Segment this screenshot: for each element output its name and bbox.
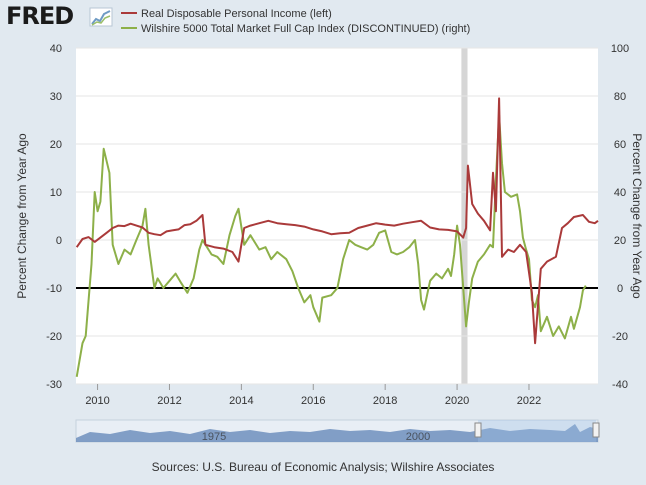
right-series-line bbox=[75, 114, 587, 377]
right-tick-label: -40 bbox=[612, 379, 628, 391]
fred-logo: FRED bbox=[6, 2, 113, 30]
right-tick-label: -20 bbox=[612, 331, 628, 343]
right-axis-title: Percent Change from Year Ago bbox=[630, 133, 644, 299]
left-tick-label: 10 bbox=[50, 187, 62, 199]
navigator-label-1975: 1975 bbox=[202, 431, 226, 443]
navigator-selection[interactable] bbox=[478, 420, 596, 442]
plot-area bbox=[76, 48, 598, 384]
right-tick-label: 20 bbox=[614, 235, 626, 247]
navigator-area bbox=[76, 424, 598, 442]
right-tick-label: 40 bbox=[614, 187, 626, 199]
left-tick-label: -30 bbox=[46, 379, 62, 391]
x-tick-label: 2018 bbox=[373, 395, 397, 407]
right-tick-label: 60 bbox=[614, 139, 626, 151]
right-tick-label: 0 bbox=[617, 283, 623, 295]
left-series-line bbox=[75, 97, 599, 345]
right-tick-label: 100 bbox=[611, 43, 629, 55]
fred-logo-text: FRED bbox=[6, 2, 73, 30]
left-tick-label: 0 bbox=[56, 235, 62, 247]
navigator-handle-left[interactable] bbox=[474, 422, 482, 438]
legend-item-left-series[interactable]: Real Disposable Personal Income (left) bbox=[121, 7, 332, 21]
navigator-handle-right[interactable] bbox=[592, 422, 600, 438]
source-note: Sources: U.S. Bureau of Economic Analysi… bbox=[151, 460, 495, 474]
x-tick-label: 2016 bbox=[301, 395, 325, 407]
right-tick-label: 80 bbox=[614, 91, 626, 103]
left-axis-title: Percent Change from Year Ago bbox=[15, 133, 29, 299]
fred-logo-graph-icon bbox=[89, 7, 113, 27]
legend-label-left-series: Real Disposable Personal Income (left) bbox=[141, 8, 332, 20]
left-tick-label: -10 bbox=[46, 283, 62, 295]
x-tick-label: 2022 bbox=[517, 395, 541, 407]
x-tick-label: 2020 bbox=[445, 395, 469, 407]
left-tick-label: 20 bbox=[50, 139, 62, 151]
legend-item-right-series[interactable]: Wilshire 5000 Total Market Full Cap Inde… bbox=[121, 22, 470, 36]
legend-label-right-series: Wilshire 5000 Total Market Full Cap Inde… bbox=[141, 23, 471, 35]
x-tick-label: 2012 bbox=[157, 395, 181, 407]
left-tick-label: 30 bbox=[50, 91, 62, 103]
left-tick-label: -20 bbox=[46, 331, 62, 343]
legend-swatch-left-series bbox=[121, 12, 137, 15]
navigator-label-2000: 2000 bbox=[406, 431, 430, 443]
x-tick-label: 2014 bbox=[229, 395, 253, 407]
legend-swatch-right-series bbox=[121, 27, 137, 30]
recession-band bbox=[461, 48, 468, 384]
range-navigator[interactable]: 1975 2000 bbox=[75, 419, 600, 443]
x-tick-label: 2010 bbox=[85, 395, 109, 407]
left-tick-label: 40 bbox=[50, 43, 62, 55]
